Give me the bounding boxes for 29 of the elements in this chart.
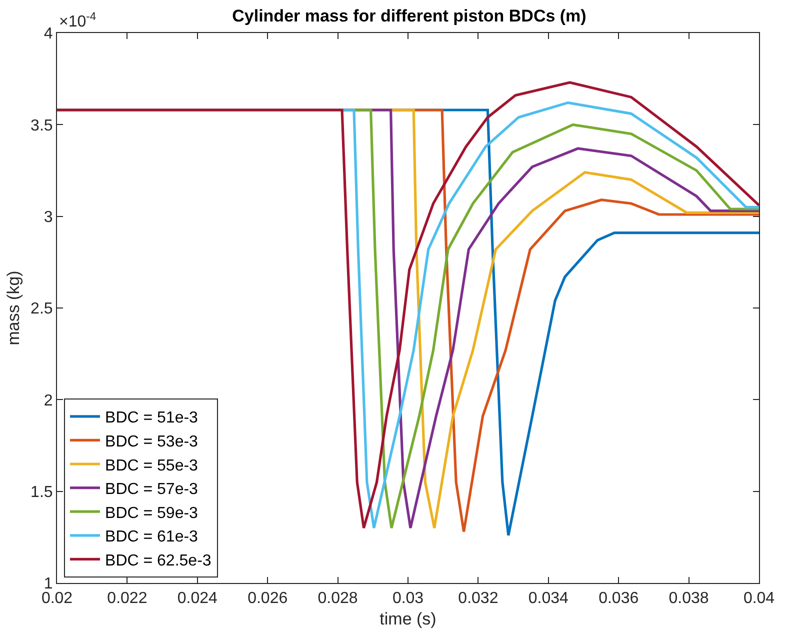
x-tick-label: 0.032 — [458, 590, 498, 608]
y-tick-label: 3.5 — [30, 117, 53, 134]
text: ×10$^{-4}$ — [59, 11, 96, 31]
legend-label: BDC = 57e-3 — [105, 481, 198, 498]
legend-label: BDC = 61e-3 — [105, 528, 198, 546]
x-tick-label: 0.03 — [392, 590, 424, 608]
y-tick-label: 1 — [44, 576, 53, 593]
x-tick-label: 0.034 — [528, 590, 569, 608]
legend-label: BDC = 53e-3 — [105, 433, 198, 450]
x-tick-label: 0.024 — [177, 590, 218, 608]
x-tick-label: 0.036 — [598, 590, 639, 608]
legend-label: BDC = 55e-3 — [105, 457, 198, 474]
legend-label: BDC = 51e-3 — [105, 410, 198, 427]
x-tick-label: 0.028 — [318, 590, 358, 608]
x-axis-title: time (s) — [380, 610, 436, 629]
x-tick-label: 0.022 — [107, 590, 148, 608]
y-tick-label: 2 — [44, 392, 53, 410]
x-tick-label: 0.02 — [41, 590, 73, 608]
x-tick-label: 0.026 — [248, 590, 288, 608]
legend-label: BDC = 59e-3 — [105, 504, 198, 522]
legend-label: BDC = 62.5e-3 — [105, 552, 212, 570]
y-tick-label: 3 — [44, 208, 53, 226]
y-tick-label: 4 — [44, 26, 53, 43]
y-axis-title: mass (kg) — [4, 270, 24, 346]
y-tick-label: 1.5 — [30, 484, 53, 501]
x-tick-label: 0.038 — [668, 590, 709, 608]
chart-title: Cylinder mass for different piston BDCs (m) — [232, 6, 586, 26]
y-tick-label: 2.5 — [30, 300, 53, 318]
x-tick-label: 0.04 — [743, 590, 775, 608]
